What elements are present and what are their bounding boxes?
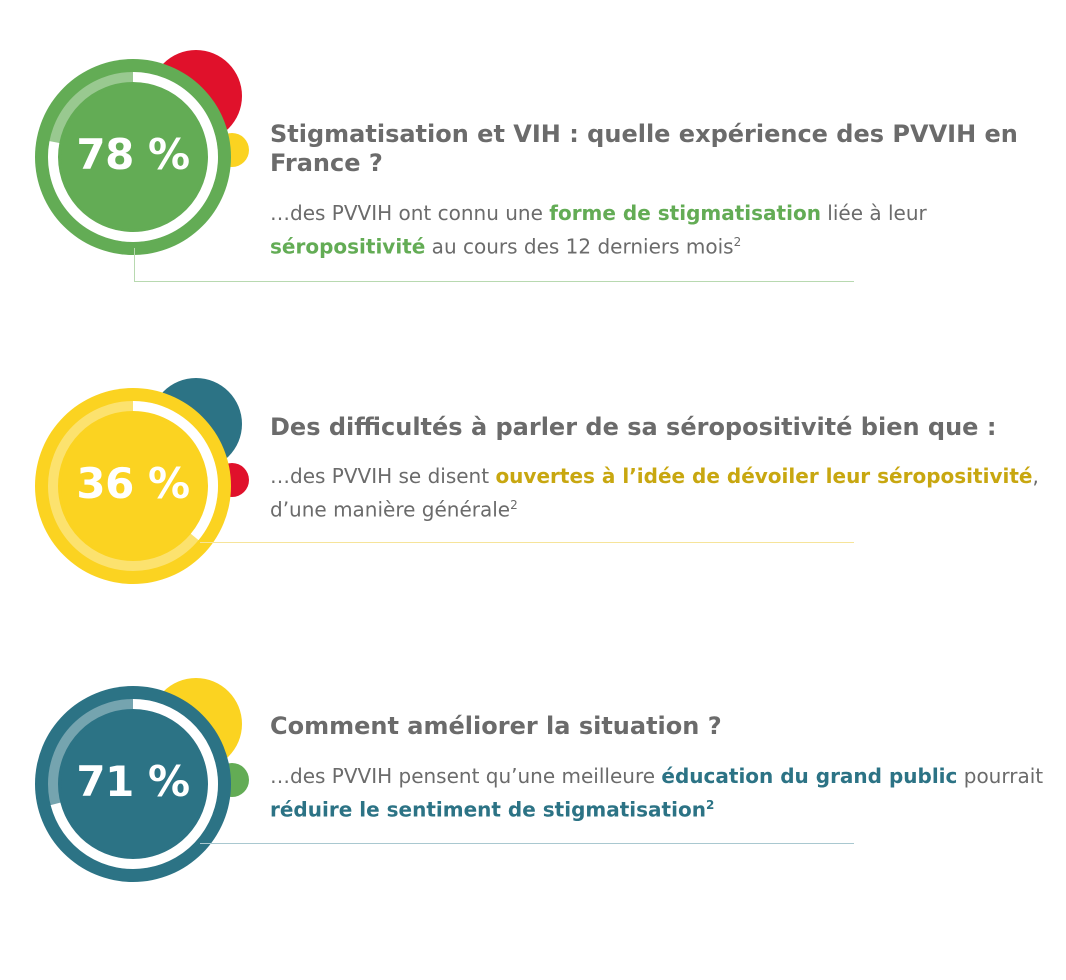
- stat-title: Stigmatisation et VIH : quelle expérienc…: [270, 120, 1018, 177]
- inner-disc: [61, 712, 205, 856]
- percent-value: 71 %: [76, 757, 190, 806]
- stat-block-3: 71 % Comment améliorer la situation ? …d…: [0, 620, 1066, 920]
- divider-line: [200, 843, 854, 844]
- gauge-78: [35, 50, 249, 255]
- inner-disc: [61, 85, 205, 229]
- stat-title: Des difficultés à parler de sa séroposit…: [270, 413, 997, 441]
- inner-disc: [61, 414, 205, 558]
- gauge-36: [35, 378, 249, 584]
- percent-value: 78 %: [76, 130, 190, 179]
- progress-arc: [132, 401, 218, 541]
- divider-line: [200, 542, 854, 543]
- stat-block-2: 36 % Des difficultés à parler de sa séro…: [0, 320, 1066, 620]
- percent-value: 36 %: [76, 459, 190, 508]
- stat-description: …des PVVIH pensent qu’une meilleure éduc…: [270, 764, 1044, 822]
- progress-arc: [48, 72, 218, 242]
- stat-description: …des PVVIH ont connu une forme de stigma…: [270, 201, 927, 259]
- divider-line: [134, 281, 854, 282]
- stat-title: Comment améliorer la situation ?: [270, 712, 722, 740]
- gauge-71: [35, 678, 249, 882]
- progress-arc: [50, 699, 218, 869]
- stat-block-1: 78 % Stigmatisation et VIH : quelle expé…: [0, 0, 1066, 300]
- stat-description: …des PVVIH se disent ouvertes à l’idée d…: [270, 464, 1039, 522]
- divider-vertical: [134, 248, 135, 281]
